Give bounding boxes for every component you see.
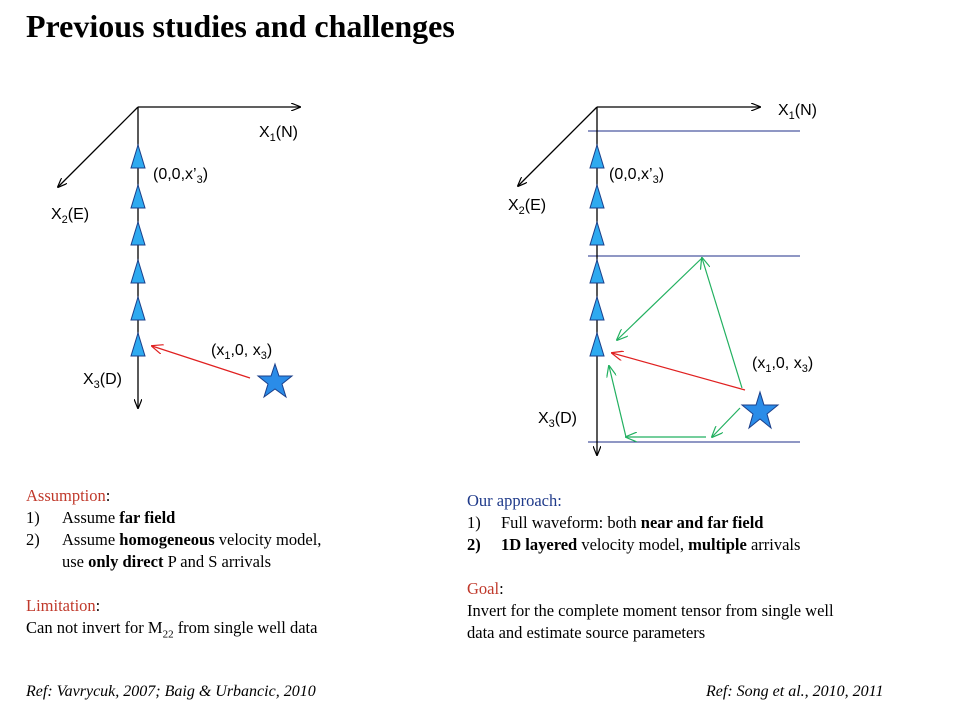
receiver-array: [130, 143, 146, 357]
x1-axis-label: X1(N): [259, 124, 298, 144]
limitation-heading: Limitation: [26, 596, 96, 615]
goal-heading: Goal: [467, 579, 500, 598]
x2-axis-label: X2(E): [508, 197, 546, 217]
source-coordinate-label: (x1,0, x3): [752, 355, 813, 375]
x2-axis-label: X2(E): [51, 206, 89, 226]
receiver-triangle: [130, 258, 146, 284]
reflected-ray-to-receiver: [609, 366, 627, 438]
receiver-triangle: [130, 220, 146, 246]
x3-axis-label: X3(D): [538, 410, 577, 430]
receiver-triangle: [589, 220, 605, 246]
receiver-triangle: [130, 331, 146, 357]
reflected-ray-to-base: [712, 407, 741, 437]
right-diagram: X1(N) X2(E) X3(D) (0,0,x’3) (x1,0, x3): [508, 102, 817, 455]
right-text-block: Our approach: 1) Full waveform: both near…: [467, 490, 834, 644]
direct-ray: [612, 353, 746, 391]
reference-right: Ref: Song et al., 2010, 2011: [706, 683, 884, 700]
receiver-coordinate-label: (0,0,x’3): [153, 166, 208, 186]
assumption-item-2: 2) Assume homogeneous velocity model,: [26, 530, 322, 549]
receiver-triangle: [130, 183, 146, 209]
limitation-heading-line: Limitation:: [26, 596, 101, 615]
assumption-item-1: 1) Assume far field: [26, 508, 176, 527]
source-coordinate-label: (x1,0, x3): [211, 342, 272, 362]
approach-heading: Our approach:: [467, 491, 562, 510]
reflected-ray-up: [702, 258, 743, 389]
source-star: [256, 362, 294, 399]
approach-item-1: 1) Full waveform: both near and far field: [467, 513, 764, 532]
page-title: Previous studies and challenges: [26, 8, 455, 44]
goal-heading-line: Goal:: [467, 579, 504, 598]
reflected-ray-down: [617, 257, 703, 340]
goal-text-line-2: data and estimate source parameters: [467, 623, 706, 642]
left-diagram: X1(N) X2(E) X3(D) (0,0,x’3) (x1,0, x3): [51, 107, 300, 408]
approach-item-2: 2) 1D layered velocity model, multiple ar…: [467, 535, 801, 554]
assumption-item-2-continued: use only direct P and S arrivals: [62, 552, 271, 571]
receiver-triangle: [589, 183, 605, 209]
goal-text-line-1: Invert for the complete moment tensor fr…: [467, 601, 834, 620]
left-text-block: Assumption: 1) Assume far field 2) Assume …: [26, 485, 321, 645]
receiver-triangle: [589, 331, 605, 357]
reference-left: Ref: Vavrycuk, 2007; Baig & Urbancic, 20…: [26, 683, 316, 700]
receiver-triangle: [130, 143, 146, 169]
multiple-arrivals: [609, 257, 743, 438]
limitation-text: Can not invert for M22 from single well …: [26, 618, 318, 641]
x2-axis: [518, 106, 598, 186]
assumption-heading-line: Assumption:: [26, 486, 111, 505]
assumption-heading: Assumption: [26, 486, 106, 505]
x2-axis: [58, 106, 139, 187]
x1-axis-label: X1(N): [778, 102, 817, 122]
receiver-coordinate-label: (0,0,x’3): [609, 166, 664, 186]
x3-axis-label: X3(D): [83, 371, 122, 391]
receiver-triangle: [589, 295, 605, 321]
source-star: [740, 390, 780, 430]
direct-ray: [152, 346, 251, 379]
receiver-triangle: [589, 143, 605, 169]
receiver-triangle: [589, 258, 605, 284]
receiver-triangle: [130, 295, 146, 321]
receiver-array: [589, 143, 605, 357]
